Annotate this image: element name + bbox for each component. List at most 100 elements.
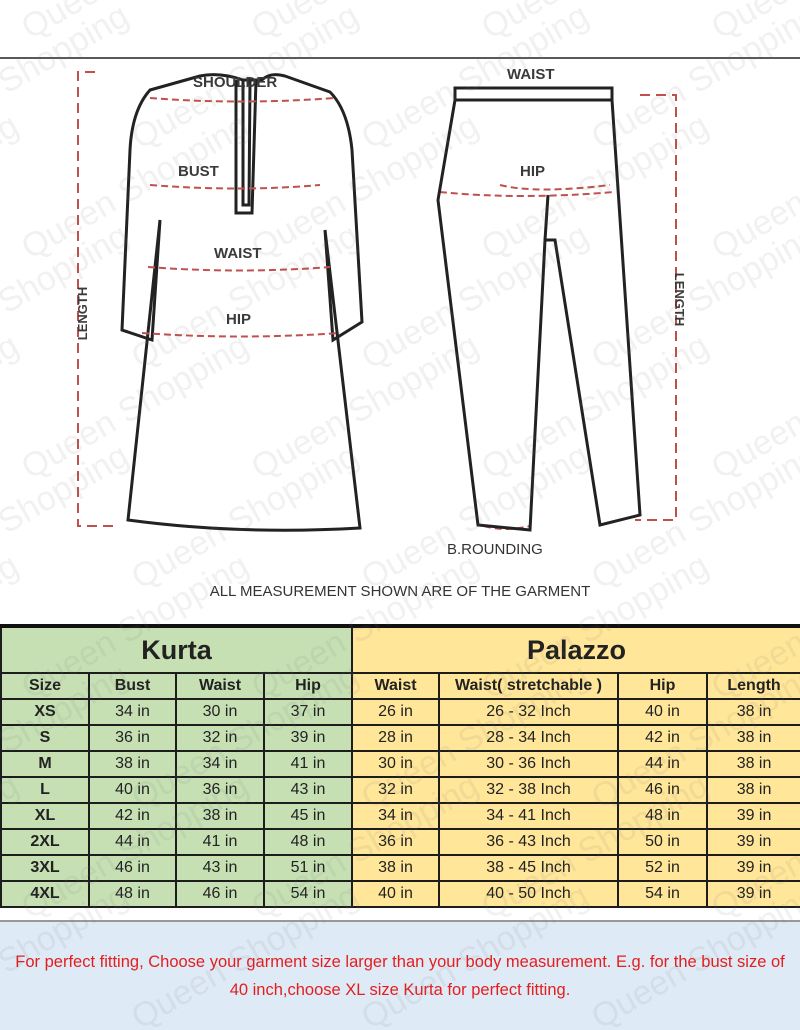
table-row: XL 42 in 38 in 45 in 34 in 34 - 41 Inch 48 in 3… bbox=[0, 802, 800, 830]
table-cell: 38 in bbox=[706, 776, 800, 804]
table-cell: 32 in bbox=[175, 724, 265, 752]
size-chart-table: Kurta Palazzo Size Bust Waist Hip Waist Waist… bbox=[0, 624, 800, 908]
table-row: XS 34 in 30 in 37 in 26 in 26 - 32 Inch 40 in 3… bbox=[0, 698, 800, 726]
kurta-waist-label: WAIST bbox=[214, 245, 262, 262]
kurta-hip-label: HIP bbox=[226, 311, 252, 328]
table-cell: 39 in bbox=[706, 854, 800, 882]
table-cell: 36 - 43 Inch bbox=[438, 828, 620, 856]
table-cell: 36 in bbox=[88, 724, 177, 752]
garment-illustration bbox=[0, 57, 800, 532]
table-cell: 39 in bbox=[262, 724, 354, 752]
table-cell: 50 in bbox=[617, 828, 709, 856]
table-cell: 34 - 41 Inch bbox=[438, 802, 620, 830]
table-cell: 38 in bbox=[175, 802, 265, 830]
table-cell: 41 in bbox=[175, 828, 265, 856]
table-cell: 38 - 45 Inch bbox=[438, 854, 620, 882]
column-header-row: Size Bust Waist Hip Waist Waist( stretchable … bbox=[0, 672, 800, 700]
size-cell: 2XL bbox=[0, 828, 90, 856]
table-cell: 48 in bbox=[262, 828, 354, 856]
table-cell: 39 in bbox=[706, 828, 800, 856]
kurta-outline bbox=[120, 73, 364, 532]
table-cell: 32 in bbox=[351, 776, 441, 804]
table-cell: 38 in bbox=[351, 854, 441, 882]
fitting-advice: For perfect fitting, Choose your garment… bbox=[0, 920, 800, 1030]
table-cell: 34 in bbox=[351, 802, 441, 830]
kurta-group-header: Kurta bbox=[0, 624, 354, 674]
table-cell: 30 in bbox=[175, 698, 265, 726]
column-header: Bust bbox=[88, 672, 177, 700]
size-diagram: SHOULDER BUST WAIST HIP LENGTH WAIST HIP… bbox=[0, 57, 800, 600]
size-cell: L bbox=[0, 776, 90, 804]
table-row: L 40 in 36 in 43 in 32 in 32 - 38 Inch 46 in 38… bbox=[0, 776, 800, 804]
table-cell: 39 in bbox=[706, 880, 800, 908]
table-row: 4XL 48 in 46 in 54 in 40 in 40 - 50 Inch 54 in… bbox=[0, 880, 800, 908]
column-header: Waist( stretchable ) bbox=[438, 672, 620, 700]
table-cell: 37 in bbox=[262, 698, 354, 726]
table-cell: 28 in bbox=[351, 724, 441, 752]
table-cell: 45 in bbox=[262, 802, 354, 830]
kurta-length-label: LENGTH bbox=[75, 286, 91, 341]
table-cell: 28 - 34 Inch bbox=[438, 724, 620, 752]
kurta-shoulder-label: SHOULDER bbox=[193, 74, 278, 91]
table-cell: 30 in bbox=[351, 750, 441, 778]
column-header: Size bbox=[0, 672, 90, 700]
table-cell: 54 in bbox=[617, 880, 709, 908]
size-cell: XL bbox=[0, 802, 90, 830]
table-cell: 40 - 50 Inch bbox=[438, 880, 620, 908]
table-cell: 36 in bbox=[351, 828, 441, 856]
table-cell: 52 in bbox=[617, 854, 709, 882]
size-cell: 4XL bbox=[0, 880, 90, 908]
palazzo-group-header: Palazzo bbox=[351, 624, 800, 674]
fitting-advice-text: For perfect fitting, Choose your garment… bbox=[15, 953, 785, 999]
table-cell: 40 in bbox=[351, 880, 441, 908]
table-cell: 43 in bbox=[175, 854, 265, 882]
table-cell: 34 in bbox=[88, 698, 177, 726]
table-cell: 30 - 36 Inch bbox=[438, 750, 620, 778]
column-header: Hip bbox=[617, 672, 709, 700]
palazzo-bottom-label: B.ROUNDING bbox=[447, 541, 543, 558]
table-cell: 39 in bbox=[706, 802, 800, 830]
table-cell: 51 in bbox=[262, 854, 354, 882]
length-brackets bbox=[77, 71, 677, 527]
table-cell: 40 in bbox=[617, 698, 709, 726]
table-cell: 34 in bbox=[175, 750, 265, 778]
table-cell: 46 in bbox=[175, 880, 265, 908]
palazzo-outline bbox=[436, 86, 642, 532]
column-header: Hip bbox=[262, 672, 354, 700]
table-cell: 32 - 38 Inch bbox=[438, 776, 620, 804]
table-row: S 36 in 32 in 39 in 28 in 28 - 34 Inch 42 in 38… bbox=[0, 724, 800, 752]
table-cell: 48 in bbox=[617, 802, 709, 830]
table-cell: 40 in bbox=[88, 776, 177, 804]
palazzo-waist-label: WAIST bbox=[507, 66, 555, 83]
table-cell: 38 in bbox=[706, 724, 800, 752]
measurement-note: ALL MEASUREMENT SHOWN ARE OF THE GARMENT bbox=[209, 583, 591, 600]
table-cell: 44 in bbox=[617, 750, 709, 778]
column-header: Length bbox=[706, 672, 800, 700]
column-header: Waist bbox=[175, 672, 265, 700]
table-cell: 38 in bbox=[706, 750, 800, 778]
size-cell: S bbox=[0, 724, 90, 752]
palazzo-hip-label: HIP bbox=[520, 163, 546, 180]
group-header-row: Kurta Palazzo bbox=[0, 624, 800, 674]
table-cell: 54 in bbox=[262, 880, 354, 908]
table-cell: 43 in bbox=[262, 776, 354, 804]
table-cell: 44 in bbox=[88, 828, 177, 856]
table-cell: 26 - 32 Inch bbox=[438, 698, 620, 726]
table-cell: 46 in bbox=[88, 854, 177, 882]
table-row: M 38 in 34 in 41 in 30 in 30 - 36 Inch 44 in 38… bbox=[0, 750, 800, 778]
table-cell: 46 in bbox=[617, 776, 709, 804]
table-cell: 42 in bbox=[617, 724, 709, 752]
size-cell: XS bbox=[0, 698, 90, 726]
table-cell: 38 in bbox=[706, 698, 800, 726]
table-cell: 42 in bbox=[88, 802, 177, 830]
table-cell: 48 in bbox=[88, 880, 177, 908]
kurta-bust-label: BUST bbox=[178, 163, 219, 180]
column-header: Waist bbox=[351, 672, 441, 700]
table-row: 3XL 46 in 43 in 51 in 38 in 38 - 45 Inch 52 in… bbox=[0, 854, 800, 882]
table-cell: 38 in bbox=[88, 750, 177, 778]
table-cell: 26 in bbox=[351, 698, 441, 726]
table-cell: 41 in bbox=[262, 750, 354, 778]
palazzo-length-label: LENGTH bbox=[672, 272, 688, 327]
size-cell: M bbox=[0, 750, 90, 778]
size-cell: 3XL bbox=[0, 854, 90, 882]
